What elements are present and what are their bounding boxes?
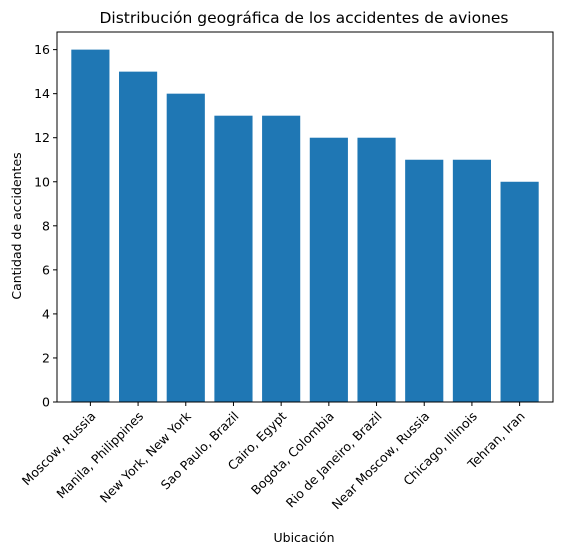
y-tick-label-0: 0 [42,395,50,410]
y-tick-label-1: 2 [42,350,50,365]
x-tick-label-5: Bogota, Colombia [248,409,337,498]
bar-1 [119,71,158,403]
y-tick-label-5: 10 [34,174,50,189]
plot-frame [56,31,554,403]
y-axis-label: Cantidad de accidentes [9,152,24,299]
y-tick-label-8: 16 [34,42,50,57]
x-tick-label-1: Manila, Philippines [53,409,146,502]
x-axis-label: Ubicación [273,530,334,545]
x-tick-label-2: New York, New York [97,408,195,506]
bars-group [71,49,539,403]
chart-title: Distribución geográfica de los accidente… [99,9,508,27]
bar-6 [357,137,396,402]
y-tick-label-3: 6 [42,262,50,277]
bar-9 [500,181,539,402]
bar-4 [262,115,301,402]
bar-3 [214,115,253,402]
y-tick-label-2: 4 [42,306,50,321]
x-tick-label-6: Rio de Janeiro, Brazil [283,409,385,511]
y-tick-label-6: 12 [34,130,50,145]
bar-5 [309,137,348,402]
bar-2 [166,93,205,403]
bar-8 [452,159,491,402]
y-tick-label-7: 14 [34,86,50,101]
bar-0 [71,49,110,402]
bar-7 [405,159,444,402]
y-tick-label-4: 8 [42,218,50,233]
y-axis: 0 2 4 6 8 10 12 14 16 [34,42,57,410]
